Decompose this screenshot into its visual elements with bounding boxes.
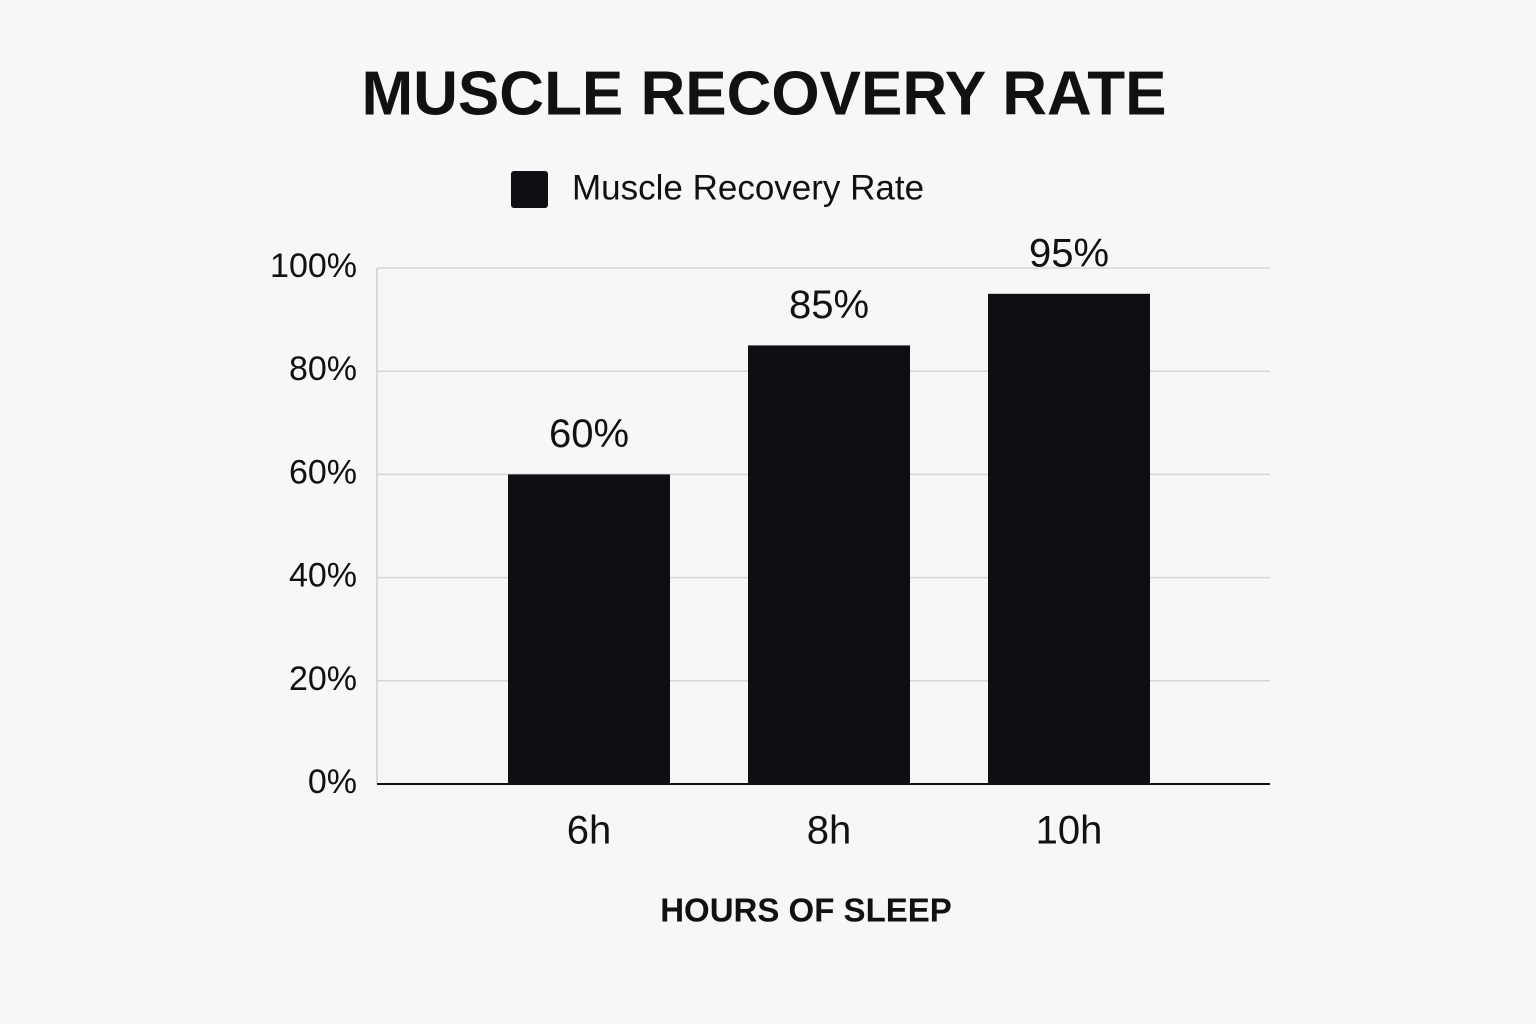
legend-swatch xyxy=(511,171,548,208)
x-tick-label: 10h xyxy=(1036,809,1103,853)
value-label: 60% xyxy=(549,412,629,456)
bar xyxy=(988,293,1150,784)
y-tick-label: 80% xyxy=(289,350,357,388)
value-label: 85% xyxy=(789,283,869,327)
value-label: 95% xyxy=(1029,231,1109,275)
bar xyxy=(748,345,910,784)
y-tick-label: 100% xyxy=(270,247,357,285)
y-tick-label: 0% xyxy=(308,763,357,801)
bar xyxy=(508,474,670,784)
y-tick-label: 20% xyxy=(289,660,357,698)
y-tick-label: 40% xyxy=(289,557,357,595)
y-tick-label: 60% xyxy=(289,453,357,491)
chart-title: MUSCLE RECOVERY RATE xyxy=(362,59,1167,128)
x-tick-label: 8h xyxy=(807,809,852,853)
x-tick-label: 6h xyxy=(567,809,612,853)
x-axis-label: HOURS OF SLEEP xyxy=(660,892,952,929)
legend-label: Muscle Recovery Rate xyxy=(572,168,924,207)
